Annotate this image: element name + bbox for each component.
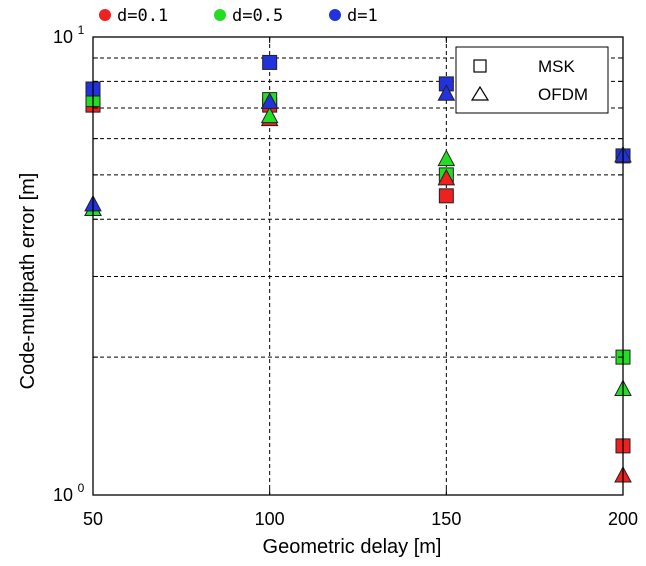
data-point-square [262,54,278,70]
x-tick-label: 200 [608,509,638,529]
legend-label: OFDM [538,85,588,104]
marker-legend-box [455,46,609,114]
data-point-triangle [437,149,456,167]
data-point-square [438,188,454,204]
data-point-triangle [437,168,456,186]
y-tick-exponent: 0 [78,481,85,495]
x-axis-label: Geometric delay [m] [263,536,442,558]
x-tick-label: 150 [431,509,461,529]
x-axis-ticks: 50 100 150 200 [83,37,638,529]
legend-triangle-icon [470,85,490,101]
color-legend-label: d=0.1 [117,6,168,26]
legend-label: MSK [538,57,576,76]
y-tick-label: 10 [53,27,73,47]
y-tick-label: 10 [53,485,73,505]
data-point-triangle [437,84,456,101]
color-legend-dot [329,9,341,21]
color-legend-dot [214,9,226,21]
y-tick-exponent: 1 [78,23,85,37]
y-axis-label: Code-multipath error [m] [17,173,39,390]
data-point-triangle [260,106,279,124]
x-tick-label: 100 [255,509,285,529]
color-legend: d=0.1 d=0.5 d=1 [99,6,378,26]
color-legend-label: d=1 [347,6,378,26]
plot-frame [92,36,624,496]
color-legend-dot [99,9,111,21]
marker-legend: MSK OFDM [455,46,609,114]
legend-square-icon [473,59,487,73]
color-legend-label: d=0.5 [232,6,283,26]
x-tick-label: 50 [83,509,103,529]
data-point-triangle [260,92,279,109]
y-axis-ticks: 10 0 10 1 [53,23,623,505]
